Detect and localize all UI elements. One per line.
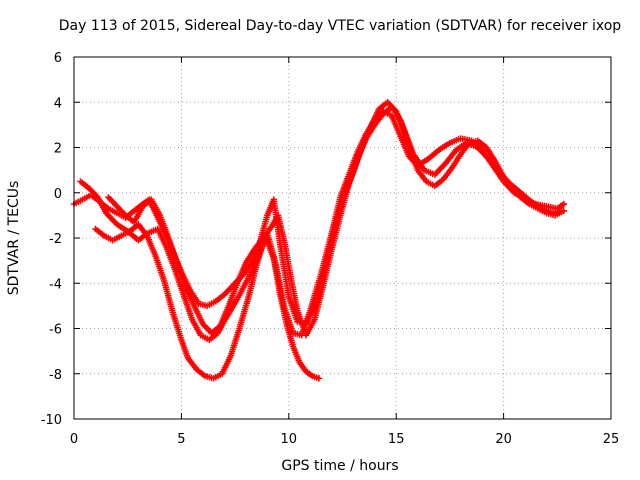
chart-title: Day 113 of 2015, Sidereal Day-to-day VTE… xyxy=(59,18,622,34)
x-tick-label: 15 xyxy=(388,432,405,447)
y-tick-label: 2 xyxy=(54,142,62,157)
y-tick-label: -8 xyxy=(49,368,62,383)
data-points xyxy=(70,99,567,382)
y-tick-label: 4 xyxy=(54,96,62,111)
x-tick-label: 10 xyxy=(281,432,298,447)
y-axis-label: SDTVAR / TECUs xyxy=(6,181,22,296)
grid-lines xyxy=(74,57,611,419)
x-tick-label: 5 xyxy=(177,432,185,447)
y-tick-labels: -10 -8 -6 -4 -2 0 2 4 6 xyxy=(41,51,62,428)
y-tick-label: -6 xyxy=(49,323,62,338)
series-track-b xyxy=(77,99,565,344)
x-tick-labels: 0 5 10 15 20 25 xyxy=(70,432,619,447)
series-track-c xyxy=(92,221,323,382)
data-point xyxy=(560,200,567,208)
y-tick-label: 6 xyxy=(54,51,62,66)
series-track-d xyxy=(105,103,567,339)
x-tick-label: 20 xyxy=(495,432,512,447)
x-axis-label: GPS time / hours xyxy=(281,458,398,474)
y-tick-label: -4 xyxy=(49,277,62,292)
y-tick-label: -2 xyxy=(49,232,62,247)
y-tick-label: -10 xyxy=(41,413,62,428)
data-point xyxy=(315,375,323,382)
y-tick-label: 0 xyxy=(54,187,62,202)
axis-ticks xyxy=(73,56,612,420)
data-point xyxy=(560,207,567,215)
x-tick-label: 0 xyxy=(70,432,78,447)
x-tick-label: 25 xyxy=(603,432,620,447)
